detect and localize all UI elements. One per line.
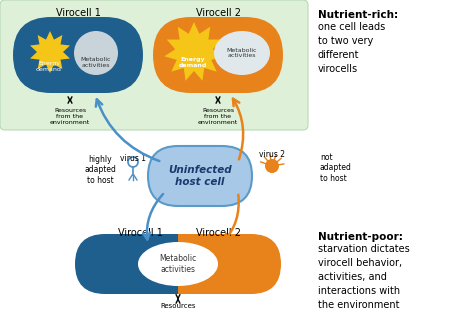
Text: Resources
from the
environment: Resources from the environment	[50, 108, 90, 125]
FancyBboxPatch shape	[75, 234, 281, 294]
Circle shape	[178, 36, 210, 68]
Text: Virocell 2: Virocell 2	[196, 228, 240, 238]
FancyBboxPatch shape	[148, 146, 252, 206]
Text: Virocell 1: Virocell 1	[117, 228, 162, 238]
Circle shape	[265, 159, 279, 173]
Ellipse shape	[214, 31, 270, 75]
Text: starvation dictates
virocell behavior,
activities, and
interactions with
the env: starvation dictates virocell behavior, a…	[318, 244, 410, 310]
Text: highly
adapted
to host: highly adapted to host	[84, 155, 116, 185]
Text: Nutrient-rich:: Nutrient-rich:	[318, 10, 398, 20]
Text: Nutrient-poor:: Nutrient-poor:	[318, 232, 403, 242]
FancyBboxPatch shape	[0, 0, 308, 130]
Text: Resources
from the
environment: Resources from the environment	[198, 108, 238, 125]
Text: Virocell 1: Virocell 1	[56, 8, 101, 18]
Text: Uninfected
host cell: Uninfected host cell	[168, 165, 232, 187]
Ellipse shape	[138, 242, 218, 286]
Circle shape	[39, 41, 61, 63]
Text: Metabolic
activities: Metabolic activities	[227, 48, 257, 59]
FancyBboxPatch shape	[75, 234, 281, 294]
Circle shape	[128, 157, 138, 167]
Polygon shape	[165, 22, 223, 81]
Circle shape	[74, 31, 118, 75]
FancyBboxPatch shape	[153, 17, 283, 93]
Polygon shape	[30, 31, 70, 73]
Text: Metabolic
activities: Metabolic activities	[159, 254, 197, 274]
Text: one cell leads
to two very
different
virocells: one cell leads to two very different vir…	[318, 22, 385, 74]
Text: virus 2: virus 2	[259, 150, 285, 159]
Text: Energy
demand: Energy demand	[36, 61, 62, 72]
Text: Resources: Resources	[160, 303, 196, 309]
Text: Metabolic
activities: Metabolic activities	[81, 57, 111, 68]
Text: Energy
demand: Energy demand	[179, 57, 207, 68]
Text: not
adapted
to host: not adapted to host	[320, 153, 352, 183]
Text: Virocell 2: Virocell 2	[196, 8, 240, 18]
FancyBboxPatch shape	[13, 17, 143, 93]
Text: virus 1: virus 1	[120, 154, 146, 163]
